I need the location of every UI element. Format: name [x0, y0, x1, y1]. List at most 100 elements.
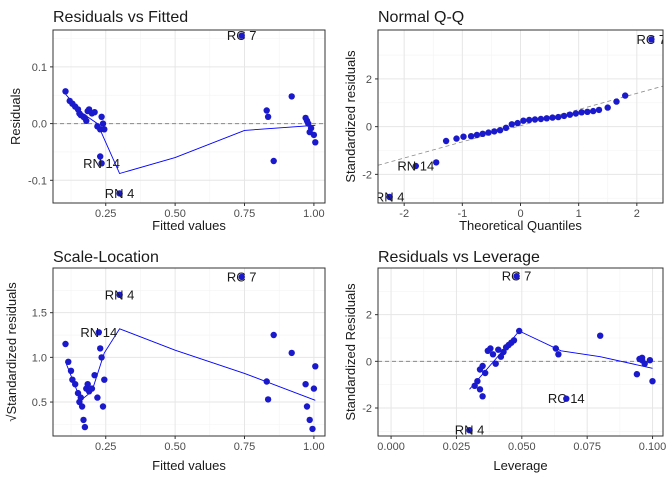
- scale-location-point: [94, 394, 101, 401]
- scale-location-y-axis-label: √Standardized residuals: [4, 282, 19, 422]
- normal-qq-x-tick-label: 2: [634, 208, 640, 220]
- scale-location-point: [91, 372, 98, 379]
- residuals-vs-fitted-x-tick-label: 0.75: [234, 208, 255, 220]
- scale-location-y-tick-label: 1.0: [32, 352, 47, 364]
- normal-qq-point: [578, 109, 585, 116]
- residuals-vs-leverage-point: [466, 427, 473, 434]
- normal-qq-point-label: RC 7: [637, 32, 667, 47]
- scale-location-point-label: RN 14: [80, 325, 117, 340]
- normal-qq-point: [560, 112, 568, 120]
- scale-location-point: [72, 381, 79, 388]
- scale-location-x-axis-label: Fitted values: [152, 458, 226, 473]
- scale-location-point: [62, 340, 69, 348]
- scale-location-title: Scale-Location: [53, 249, 159, 266]
- residuals-vs-fitted-x-axis-label: Fitted values: [152, 218, 226, 233]
- residuals-vs-fitted-panel: RC 7 RN 14 RN 4 0.25 0.50 0.75 1.00 -0.1 0.0 0.1 R…: [8, 9, 326, 233]
- normal-qq-point: [453, 135, 460, 142]
- residuals-vs-leverage-point: [513, 273, 520, 280]
- scale-location-point: [116, 291, 123, 298]
- normal-qq-point: [386, 193, 393, 201]
- scale-location-point: [264, 396, 272, 403]
- residuals-vs-fitted-y-tick-label: 0.1: [32, 62, 47, 74]
- normal-qq-point: [584, 108, 591, 116]
- normal-qq-point: [520, 117, 527, 124]
- normal-qq-x-tick-label: 0: [517, 208, 523, 220]
- residuals-vs-fitted-point: [91, 109, 98, 116]
- residuals-vs-fitted-y-tick-label: 0.0: [32, 119, 47, 131]
- residuals-vs-fitted-point-label: RC 7: [227, 28, 257, 43]
- residuals-vs-leverage-point: [516, 327, 523, 335]
- residuals-vs-fitted-point: [270, 157, 277, 165]
- residuals-vs-leverage-point: [489, 351, 497, 358]
- residuals-vs-leverage-x-tick-label: 0.100: [639, 441, 667, 453]
- normal-qq-point: [479, 130, 486, 137]
- normal-qq-data: RC 7 RN 14 RN 4: [378, 32, 667, 203]
- residuals-vs-leverage-point: [495, 346, 502, 353]
- residuals-vs-leverage-point: [633, 371, 641, 378]
- scale-location-point: [97, 345, 104, 352]
- scale-location-point: [288, 349, 295, 357]
- residuals-vs-leverage-x-tick-label: 0.025: [443, 441, 471, 453]
- scale-location-point: [84, 381, 91, 388]
- residuals-vs-fitted-panel-border: [52, 29, 326, 204]
- residuals-vs-leverage-panel: RC 7 RC 14 RN 4 0.000 0.025 0.050 0.075 0.100 -2…: [343, 249, 666, 473]
- scale-location-point: [67, 367, 75, 374]
- residuals-vs-fitted-point-label: RN 4: [105, 186, 135, 201]
- scale-location-x-tick-label: 1.00: [303, 441, 324, 453]
- residuals-vs-fitted-point: [98, 113, 105, 121]
- scale-location-point: [81, 423, 89, 431]
- residuals-vs-leverage-x-axis-label: Leverage: [493, 458, 547, 473]
- normal-qq-point: [648, 36, 655, 43]
- normal-qq-point: [508, 121, 515, 128]
- normal-qq-point: [412, 162, 419, 170]
- scale-location-point: [99, 403, 107, 410]
- residuals-vs-leverage-point: [487, 345, 494, 352]
- scale-location-point: [78, 403, 86, 410]
- residuals-vs-fitted-point: [83, 117, 90, 125]
- residuals-vs-leverage-point-label: RC 7: [502, 269, 532, 284]
- residuals-vs-leverage-y-axis-label: Standardized Residuals: [343, 283, 358, 421]
- normal-qq-point: [496, 127, 504, 134]
- residuals-vs-leverage-point: [649, 378, 656, 385]
- residuals-vs-leverage-point: [497, 353, 505, 360]
- scale-location-point-label: RC 7: [227, 269, 257, 284]
- residuals-vs-fitted-point: [101, 126, 108, 133]
- normal-qq-point: [572, 110, 579, 117]
- residuals-vs-leverage-point: [510, 337, 518, 344]
- scale-location-point: [80, 416, 87, 424]
- residuals-vs-fitted-point: [302, 114, 309, 122]
- residuals-vs-fitted-point: [97, 153, 104, 160]
- residuals-vs-leverage-point-label: RC 14: [548, 391, 585, 406]
- scale-location-y-tick-label: 1.5: [32, 308, 47, 320]
- normal-qq-y-tick-label: -2: [362, 169, 372, 181]
- residuals-vs-fitted-point: [263, 107, 270, 114]
- normal-qq-point: [526, 116, 533, 124]
- normal-qq-y-axis-label: Standardized residuals: [343, 50, 358, 183]
- residuals-vs-leverage-x-tick-label: 0.075: [573, 441, 601, 453]
- residuals-vs-fitted-point: [238, 32, 245, 39]
- residuals-vs-leverage-point: [492, 360, 499, 367]
- scale-location-panel: RC 7 RN 4 RN 14 0.25 0.50 0.75 1.00 0.5 1.0 1.5 Sc…: [4, 249, 326, 473]
- normal-qq-point: [473, 131, 481, 139]
- normal-qq-x-tick-label: -1: [457, 208, 467, 220]
- normal-qq-y-tick-label: 0: [366, 122, 372, 134]
- scale-location-point: [312, 363, 319, 370]
- scale-location-point: [238, 273, 245, 281]
- residuals-vs-fitted-point: [99, 120, 107, 127]
- normal-qq-x-axis-label: Theoretical Quantiles: [459, 218, 582, 233]
- residuals-vs-leverage-y-tick-label: 0: [366, 356, 372, 368]
- normal-qq-point: [549, 114, 556, 121]
- scale-location-x-tick-label: 0.75: [234, 441, 255, 453]
- normal-qq-point: [433, 159, 440, 166]
- residuals-vs-fitted-title: Residuals vs Fitted: [53, 9, 188, 26]
- residuals-vs-leverage-point: [479, 393, 486, 400]
- normal-qq-point: [590, 107, 597, 115]
- residuals-vs-leverage-plot-area: [378, 268, 663, 436]
- residuals-vs-leverage-data: RC 7 RC 14 RN 4: [455, 269, 656, 436]
- scale-location-point: [65, 358, 72, 365]
- scale-location-point: [310, 385, 318, 392]
- residuals-vs-leverage-point: [482, 369, 489, 377]
- residuals-vs-leverage-x-tick-label: 0.050: [508, 441, 536, 453]
- normal-qq-title: Normal Q-Q: [378, 9, 464, 26]
